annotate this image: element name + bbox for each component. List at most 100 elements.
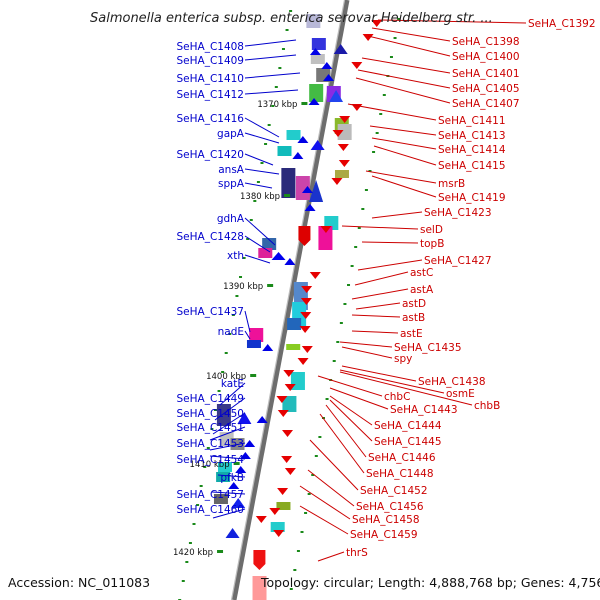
gene-label-right: selD xyxy=(420,224,443,236)
tick-dot xyxy=(199,485,203,487)
kbp-tick-label: 1370 kbp xyxy=(257,100,297,110)
kbp-tick-mark xyxy=(284,194,291,197)
gene-label-right: SeHA_C1435 xyxy=(394,342,462,354)
gene-label-right: SeHA_C1400 xyxy=(452,51,520,63)
tick-dot xyxy=(343,303,347,305)
gene-block xyxy=(281,168,296,198)
leader-line-right xyxy=(357,69,451,89)
tick-dot xyxy=(325,398,329,400)
tick-dot xyxy=(307,493,311,495)
leader-line-right xyxy=(355,77,451,104)
gene-label-right: astD xyxy=(402,298,426,310)
leader-line-left xyxy=(209,442,246,451)
gene-label-right: SeHA_C1452 xyxy=(360,485,428,497)
gene-block xyxy=(318,226,333,250)
gene-label-right: SeHA_C1423 xyxy=(424,207,492,219)
gene-label-right: osmE xyxy=(446,388,475,400)
gene-label-right: SeHA_C1445 xyxy=(374,436,442,448)
leader-line-left xyxy=(212,412,246,435)
gene-label-right: astA xyxy=(410,284,434,296)
kbp-tick-label: 1420 kbp xyxy=(173,548,213,558)
reverse-strand-arrow xyxy=(282,430,294,437)
gene-block xyxy=(277,146,292,156)
leader-line-right xyxy=(329,387,389,410)
tick-dot xyxy=(242,257,246,259)
features xyxy=(213,14,383,600)
reverse-strand-arrow xyxy=(284,384,296,391)
tick-dot xyxy=(389,56,393,58)
gene-block xyxy=(249,328,264,342)
forward-strand-arrow xyxy=(297,136,309,143)
tick-dot xyxy=(253,200,257,202)
leader-line-right xyxy=(377,19,527,24)
leader-line-left xyxy=(244,217,276,246)
leader-line-left xyxy=(244,330,251,340)
tick-dot xyxy=(221,371,225,373)
gene-block xyxy=(258,248,273,258)
gene-label-left: katE xyxy=(221,378,244,390)
leader-line-left xyxy=(209,426,246,441)
reverse-strand-arrow xyxy=(371,20,383,27)
gene-block xyxy=(270,522,285,532)
gene-label-right: SeHA_C1407 xyxy=(452,98,520,110)
leader-line-left xyxy=(217,474,246,478)
tick-dot xyxy=(260,162,264,164)
tick-dot xyxy=(249,219,253,221)
topology-text: Topology: circular; Length: 4,888,768 bp… xyxy=(260,575,600,590)
kbp-tick-mark xyxy=(250,374,257,377)
reverse-strand-arrow xyxy=(331,178,343,185)
gene-block xyxy=(287,318,302,330)
leader-line-left xyxy=(244,72,301,79)
leader-line-left xyxy=(244,89,299,95)
tick-dot xyxy=(397,18,401,20)
leader-line-right xyxy=(361,57,451,74)
gene-block xyxy=(311,38,326,50)
gene-block xyxy=(337,124,352,140)
leader-line-right xyxy=(329,395,373,426)
leader-line-right xyxy=(339,341,393,348)
tick-dot xyxy=(372,151,376,153)
gene-block xyxy=(310,54,325,64)
right-gene-labels: SeHA_C1392 SeHA_C1398 SeHA_C1400 SeHA_C1401… xyxy=(346,18,596,559)
forward-strand-arrow xyxy=(304,204,316,211)
tick-dot xyxy=(311,474,315,476)
gene-arrow-forward xyxy=(271,252,286,260)
tick-dot xyxy=(256,181,260,183)
gene-label-left: gdhA xyxy=(217,213,245,225)
gene-label-right: SeHA_C1401 xyxy=(452,68,520,80)
leader-line-left xyxy=(244,54,297,61)
leader-line-right xyxy=(371,211,423,219)
forward-strand-arrow xyxy=(301,186,313,193)
gene-label-right: SeHA_C1413 xyxy=(438,130,506,142)
tick-dot xyxy=(375,132,379,134)
forward-strand-arrow xyxy=(256,416,268,423)
tick-dot xyxy=(336,341,340,343)
gene-label-left: SeHA_C1409 xyxy=(176,55,244,67)
gene-label-right: SeHA_C1459 xyxy=(350,529,418,541)
kbp-tick-mark xyxy=(233,462,240,465)
gene-arrow-forward xyxy=(231,498,246,508)
reverse-strand-arrow xyxy=(301,286,313,293)
leader-line-right xyxy=(351,330,399,334)
tick-dot xyxy=(350,265,354,267)
gene-label-right: chbB xyxy=(474,400,500,412)
gene-arrow-forward xyxy=(225,528,240,538)
gene-label-left: SeHA_C1449 xyxy=(176,393,244,405)
reverse-strand-arrow xyxy=(277,410,289,417)
tick-dot xyxy=(289,10,293,12)
leader-line-left xyxy=(212,508,246,519)
kbp-tick-mark xyxy=(267,284,274,287)
gene-label-left: SeHA_C1454 xyxy=(176,454,244,466)
tick-dot xyxy=(382,94,386,96)
reverse-strand-arrow xyxy=(297,358,309,365)
leader-line-right xyxy=(325,404,367,458)
gene-block xyxy=(262,238,277,250)
tick-dot xyxy=(192,523,196,525)
tick-dot xyxy=(289,588,293,590)
leader-line-right xyxy=(371,175,437,198)
tick-dot xyxy=(339,322,343,324)
gene-block xyxy=(295,176,310,200)
tick-dot xyxy=(293,569,297,571)
tick-dot xyxy=(246,238,250,240)
gene-block xyxy=(216,472,231,482)
